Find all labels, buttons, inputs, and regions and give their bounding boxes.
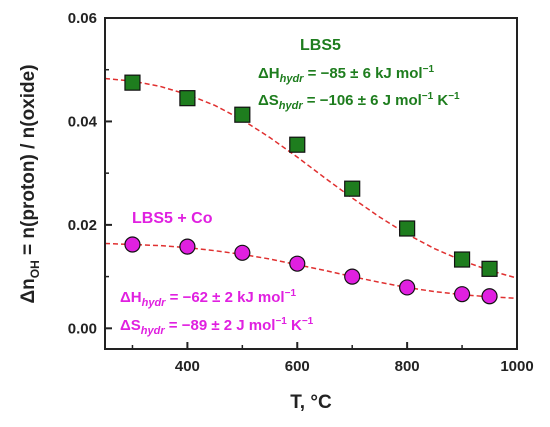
data-point-series-0 bbox=[289, 136, 306, 153]
data-point-series-0 bbox=[399, 220, 416, 237]
y-tick-label: 0.02 bbox=[68, 217, 97, 234]
lbs5-entropy-exp2: −1 bbox=[448, 91, 460, 102]
y-axis-label-sub: OH bbox=[28, 260, 42, 278]
data-point-series-1 bbox=[344, 268, 361, 285]
lbs5-enthalpy-exp: −1 bbox=[423, 64, 435, 75]
data-point-series-1 bbox=[179, 238, 196, 255]
lbs5-entropy-symbol: ΔS bbox=[258, 92, 279, 109]
x-tick-label: 1000 bbox=[500, 358, 533, 375]
lbs5co-entropy-sub: hydr bbox=[141, 325, 166, 337]
data-point-series-1 bbox=[481, 288, 498, 305]
data-point-series-1 bbox=[124, 236, 141, 253]
data-point-series-1 bbox=[453, 286, 471, 303]
x-tick-label: 800 bbox=[395, 358, 420, 375]
y-tick-label: 0.04 bbox=[68, 113, 98, 130]
y-axis: 0.00 0.02 0.04 0.06 bbox=[68, 10, 112, 337]
lbs5co-enthalpy: ΔHhydr = −62 ± 2 kJ mol−1 bbox=[120, 288, 296, 309]
data-point-series-1 bbox=[234, 244, 251, 261]
y-axis-label-main: Δn bbox=[18, 278, 39, 303]
lbs5-enthalpy-symbol: ΔH bbox=[258, 65, 280, 82]
lbs5-legend-name: LBS5 bbox=[300, 37, 341, 54]
lbs5-enthalpy-sub: hydr bbox=[280, 73, 305, 85]
x-tick-label: 400 bbox=[175, 358, 200, 375]
plot-frame bbox=[104, 17, 518, 350]
lbs5co-entropy-symbol: ΔS bbox=[120, 317, 141, 334]
x-tick-label: 600 bbox=[285, 358, 310, 375]
lbs5co-entropy-exp: −1 bbox=[275, 316, 287, 327]
fit-curve-series-0 bbox=[104, 77, 518, 279]
lbs5-enthalpy: ΔHhydr = −85 ± 6 kJ mol−1 bbox=[258, 64, 434, 85]
x-axis-label: T, °C bbox=[290, 392, 332, 413]
lbs5-entropy: ΔShydr = −106 ± 6 J mol−1 K−1 bbox=[258, 91, 460, 112]
lbs5-entropy-unit2: K bbox=[433, 92, 448, 109]
data-point-series-0 bbox=[481, 260, 498, 277]
data-point-series-0 bbox=[124, 74, 141, 91]
data-point-series-0 bbox=[453, 251, 471, 268]
lbs5-entropy-exp: −1 bbox=[422, 91, 434, 102]
lbs5co-entropy-unit2: K bbox=[287, 317, 302, 334]
data-points bbox=[124, 74, 498, 305]
lbs5co-entropy-exp2: −1 bbox=[302, 316, 314, 327]
fit-curve-series-1 bbox=[104, 242, 518, 300]
y-tick-label: 0.06 bbox=[68, 10, 97, 27]
data-point-series-1 bbox=[399, 279, 416, 296]
data-point-series-0 bbox=[234, 106, 251, 123]
x-axis: 400 600 800 1000 bbox=[131, 342, 534, 375]
y-axis-label-rest: = n(proton) / n(oxide) bbox=[18, 64, 39, 260]
lbs5co-enthalpy-sub: hydr bbox=[142, 297, 167, 309]
lbs5co-enthalpy-value: = −62 ± 2 kJ mol bbox=[165, 289, 284, 306]
lbs5co-entropy: ΔShydr = −89 ± 2 J mol−1 K−1 bbox=[120, 316, 314, 337]
y-tick-label: 0.00 bbox=[68, 320, 97, 337]
lbs5-enthalpy-value: = −85 ± 6 kJ mol bbox=[303, 65, 422, 82]
data-point-series-1 bbox=[289, 255, 306, 272]
lbs5co-entropy-value: = −89 ± 2 J mol bbox=[165, 317, 276, 334]
lbs5-entropy-value: = −106 ± 6 J mol bbox=[303, 92, 422, 109]
lbs5-entropy-sub: hydr bbox=[279, 100, 304, 112]
lbs5co-legend-name: LBS5 + Co bbox=[132, 210, 213, 227]
y-axis-label: ΔnOH = n(proton) / n(oxide) bbox=[18, 64, 42, 303]
lbs5co-enthalpy-exp: −1 bbox=[285, 288, 297, 299]
data-point-series-0 bbox=[179, 90, 196, 107]
lbs5co-enthalpy-symbol: ΔH bbox=[120, 289, 142, 306]
fit-curves bbox=[104, 77, 518, 300]
data-point-series-0 bbox=[344, 180, 361, 197]
